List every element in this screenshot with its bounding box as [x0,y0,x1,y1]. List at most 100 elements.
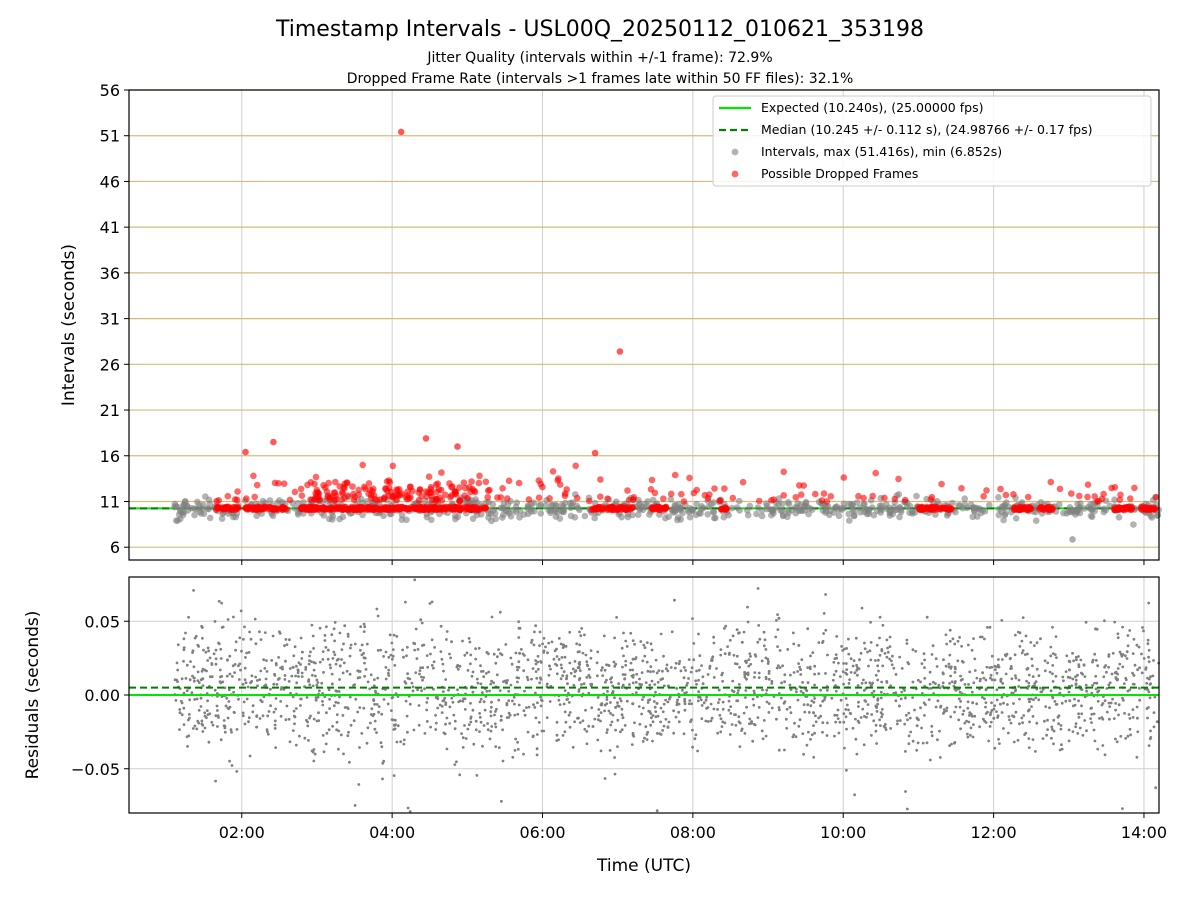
residual-point [306,720,309,724]
residual-point [867,664,870,668]
residual-point [993,704,997,708]
residual-point [666,700,670,704]
residual-point [428,602,432,605]
interval-point [554,509,561,516]
dropped-frame-point [452,491,460,498]
residual-point [406,672,409,676]
residual-point [744,696,747,699]
interval-point [870,511,878,519]
residual-point [479,720,483,724]
residual-point [451,700,455,704]
residual-point [481,691,484,695]
residual-point [352,684,355,687]
residual-point [824,672,827,675]
residual-point [783,680,786,684]
interval-point [840,500,848,508]
residual-point [471,708,475,712]
residual-point [438,703,442,707]
residual-point [716,708,719,711]
residual-point [402,742,406,746]
residual-point [874,659,877,662]
residual-point [757,671,761,675]
residual-point [522,669,526,673]
residual-point [712,641,716,645]
residual-point [919,706,922,710]
residual-point [1137,645,1141,649]
residual-point [721,707,725,711]
residual-point [801,681,804,684]
dropped-frame-point [499,485,506,492]
interval-point [672,505,680,512]
residual-point [646,701,650,704]
residual-point [666,669,670,673]
residual-point [191,727,195,730]
interval-point [801,507,808,514]
residual-point [956,659,960,663]
dropped-frame-point [1116,496,1124,504]
residual-point [934,682,937,685]
residual-point [559,677,563,681]
residual-point [697,632,700,636]
residual-point [1147,677,1151,681]
residual-point [210,720,214,724]
residual-point [1091,684,1094,687]
residual-point [891,654,894,658]
residual-point [1121,807,1124,810]
residual-point [368,687,372,691]
dropped-frame-point [386,479,394,486]
residual-point [1074,722,1078,725]
residual-point [505,703,509,707]
residual-point [1076,673,1079,677]
residual-point [265,670,269,673]
residual-point [362,630,366,633]
residual-point [201,684,205,687]
residual-point [186,745,189,748]
residual-point [1146,716,1149,720]
dropped-frame-point [270,505,278,512]
residual-point [214,779,218,783]
residual-point [836,708,840,712]
residual-point [264,683,268,687]
residual-point [568,711,572,714]
residual-point [1147,690,1151,694]
residual-point [1103,619,1106,623]
interval-point [679,509,686,517]
residual-point [973,657,977,661]
residual-point [783,748,786,752]
residual-point [809,704,813,708]
residual-point [516,712,520,716]
residual-point [589,682,593,686]
residual-point [721,720,725,724]
residual-point [1152,725,1156,729]
residual-point [683,702,687,706]
residual-point [1048,706,1051,710]
residual-point [958,705,962,709]
residual-point [465,651,469,655]
residual-point [649,670,652,674]
residual-point [797,644,801,647]
residual-point [492,652,496,656]
residual-point [363,674,366,678]
dropped-frame-point [297,485,305,493]
dropped-frame-point [505,477,513,485]
residual-point [1094,674,1098,678]
residual-point [1146,688,1150,692]
residual-point [1021,616,1025,619]
residual-point [425,654,429,657]
residual-point [810,699,814,703]
residual-point [939,704,943,708]
residual-point [605,678,608,682]
interval-point [505,509,513,517]
residual-point [533,630,536,634]
residual-point [285,704,289,708]
residual-point [184,631,187,635]
residual-point [735,699,739,703]
dropped-frame-point [594,505,602,512]
residual-point [490,679,493,683]
residual-point [1103,699,1107,703]
residual-point [762,630,766,634]
residual-point [764,648,768,651]
dropped-frame-point [374,505,381,513]
residual-point [812,711,815,715]
